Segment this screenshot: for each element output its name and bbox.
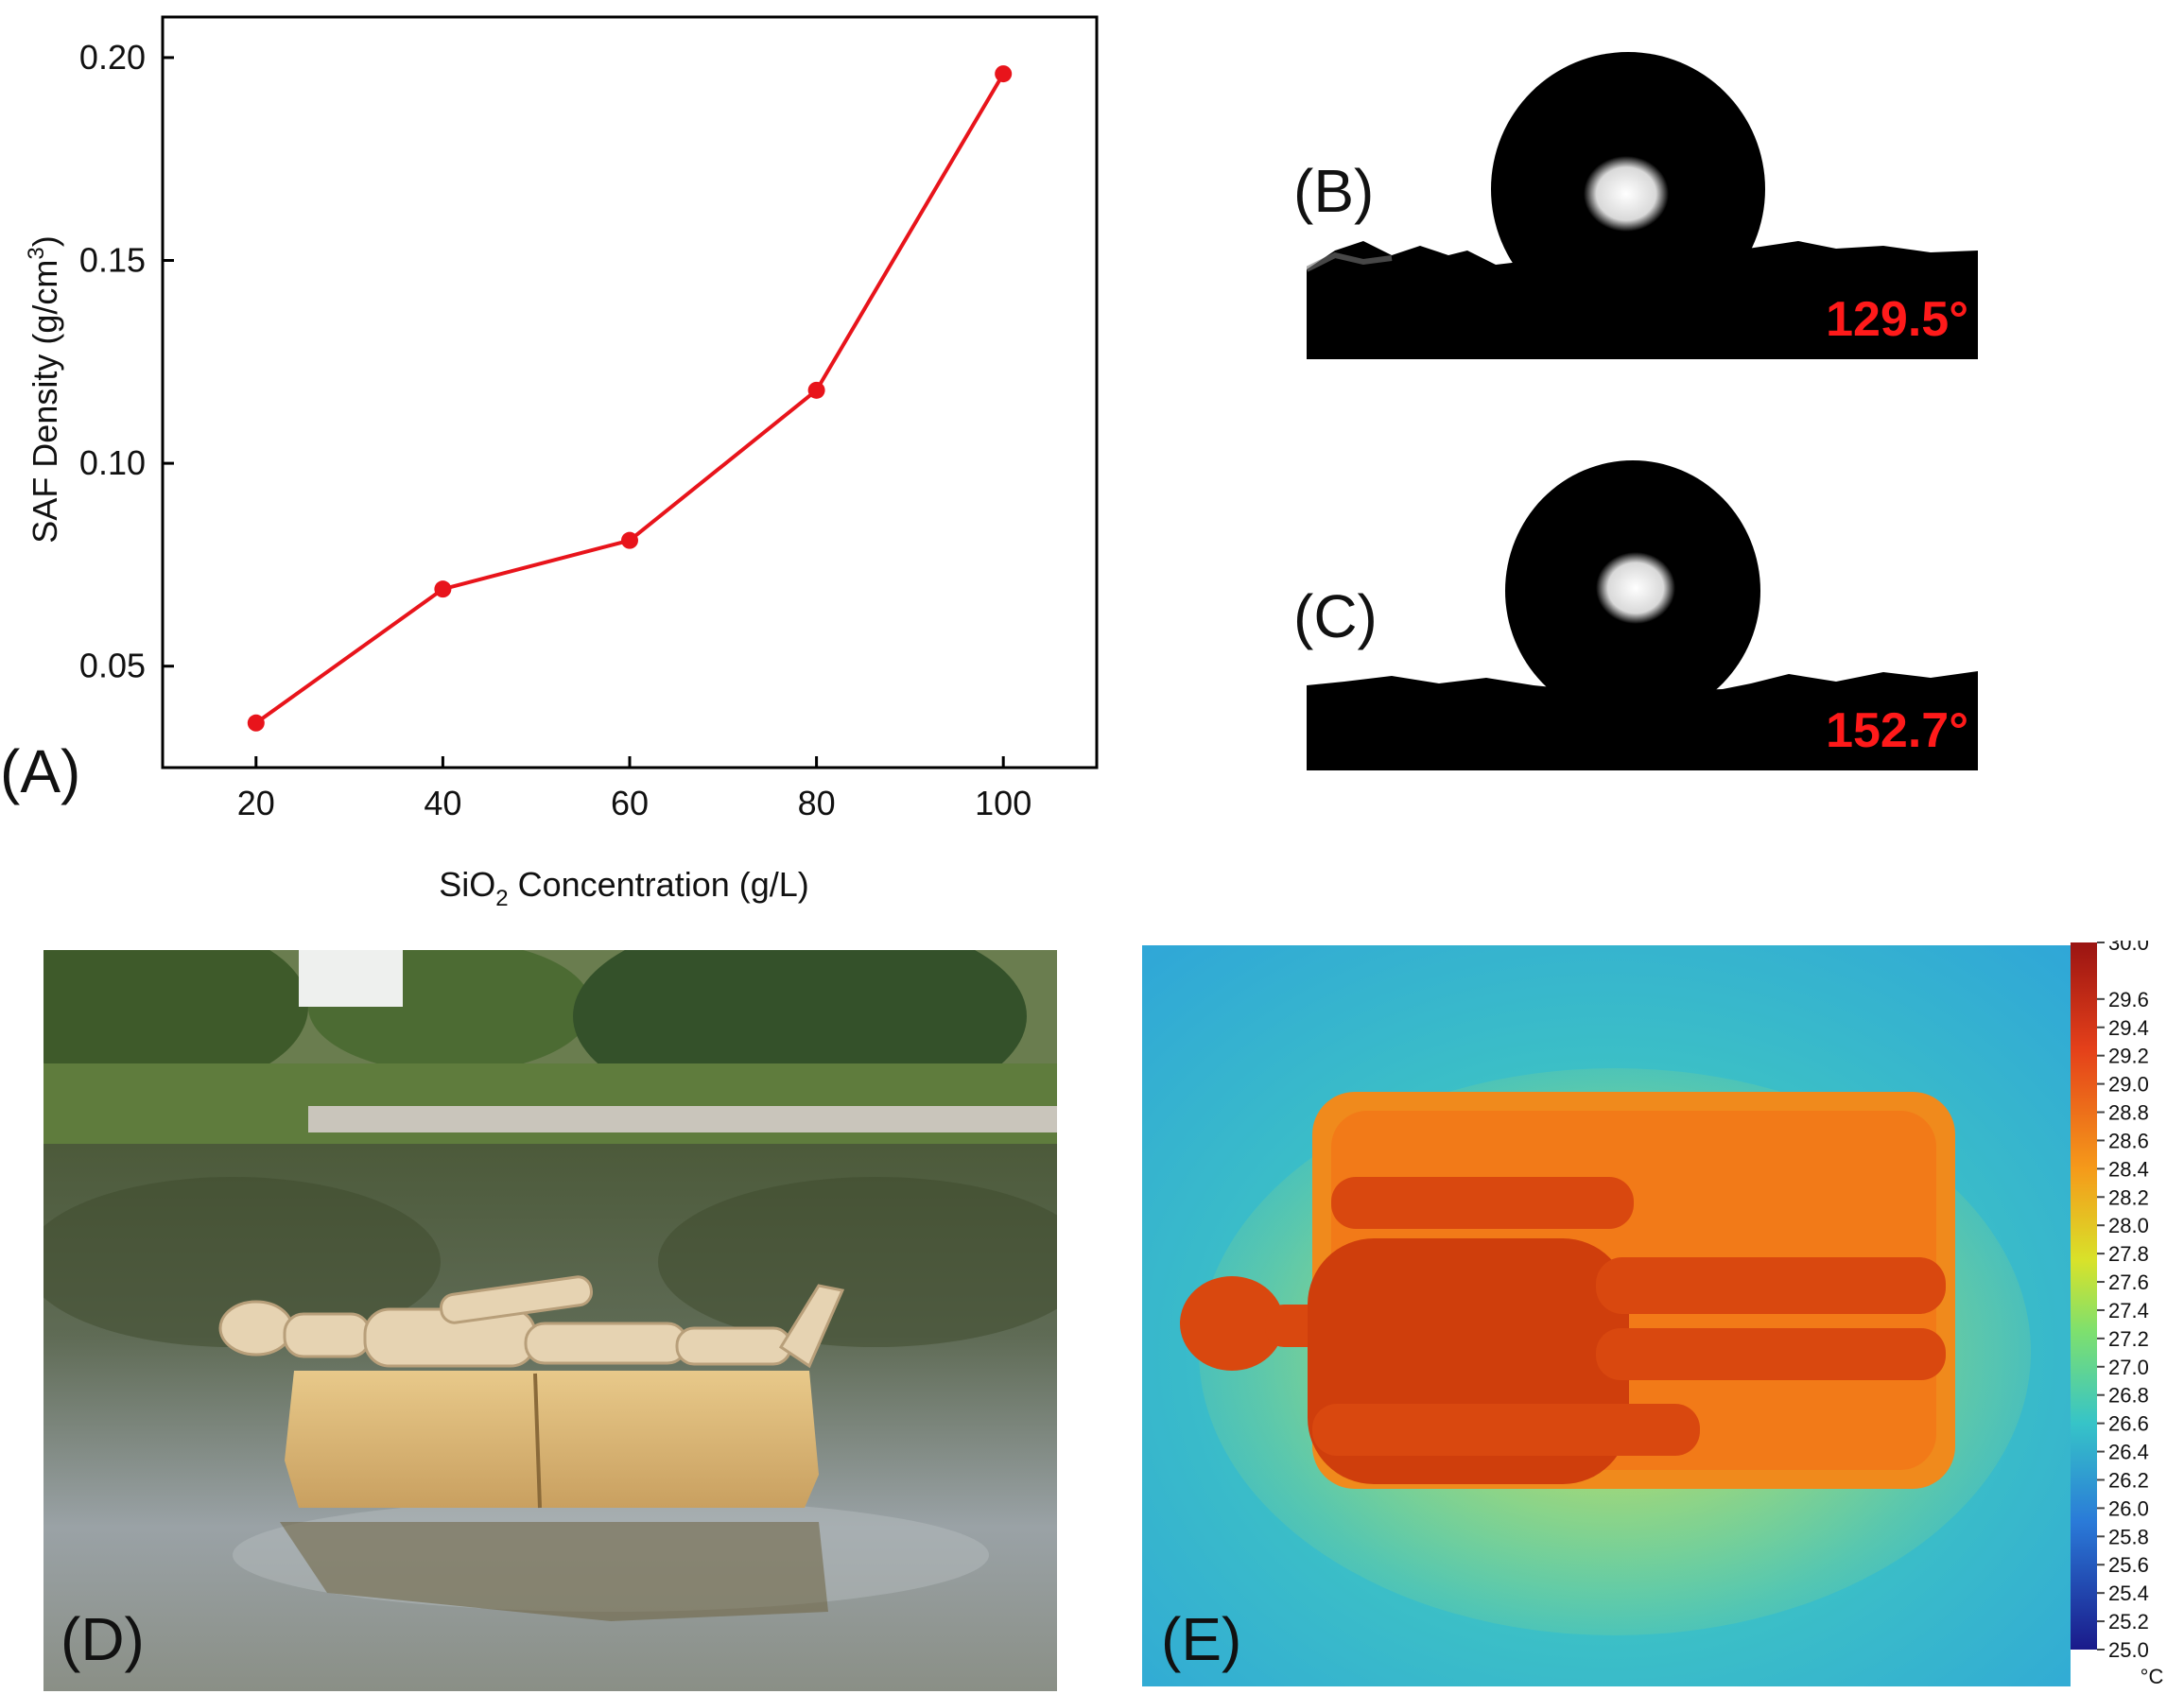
colorbar-tick-label: 28.6 <box>2108 1129 2149 1152</box>
x-tick-label: 20 <box>237 784 275 822</box>
colorbar-tick-label: 28.4 <box>2108 1157 2149 1181</box>
x-tick-label: 40 <box>424 784 461 822</box>
floating-aerogel-photo <box>43 950 1057 1691</box>
data-point <box>621 531 638 549</box>
colorbar-tick-label: 26.2 <box>2108 1468 2149 1492</box>
data-point <box>807 381 825 399</box>
colorbar-tick-label: 25.2 <box>2108 1610 2149 1634</box>
colorbar-tick-label: 29.4 <box>2108 1016 2149 1040</box>
x-tick-label: 100 <box>975 784 1031 822</box>
temperature-colorbar: 30.0 29.6 29.4 29.2 29.0 28.8 28.6 28.4 28.2 28.0… <box>2071 941 2164 1688</box>
wooden-figure <box>218 1275 845 1369</box>
contact-angle-image-c: 152.7° <box>1307 460 1978 770</box>
thermal-image <box>1142 945 2071 1686</box>
data-point <box>434 580 452 598</box>
y-tick-label: 0.15 <box>79 241 146 280</box>
colorbar-tick-label: 25.0 <box>2108 1638 2149 1662</box>
plot-frame <box>161 15 1099 769</box>
colorbar-tick-label: 27.6 <box>2108 1270 2149 1294</box>
panel-label-a: (A) <box>0 737 81 805</box>
contact-angle-value-c: 152.7° <box>1826 703 1968 758</box>
data-point <box>995 65 1013 83</box>
y-tick-label: 0.20 <box>79 38 146 77</box>
x-tick-label: 60 <box>611 784 649 822</box>
colorbar-tick-label: 27.0 <box>2108 1356 2149 1379</box>
colorbar-tick-label: 27.4 <box>2108 1299 2149 1322</box>
colorbar-tick-label: 29.2 <box>2108 1045 2149 1068</box>
colorbar-tick-label: 28.2 <box>2108 1185 2149 1209</box>
colorbar-tick-label: 25.4 <box>2108 1582 2149 1605</box>
hot-figure <box>1180 1177 1946 1484</box>
colorbar-tick-label: 30.0 <box>2108 941 2149 955</box>
panel-label-c: (C) <box>1293 582 1378 650</box>
y-axis-label: SAF Density (g/cm3) <box>24 235 64 543</box>
panel-label-d: (D) <box>61 1605 145 1673</box>
aerogel-block <box>285 1371 819 1508</box>
colorbar-tick-label: 26.6 <box>2108 1412 2149 1436</box>
y-tick-label: 0.10 <box>79 443 146 482</box>
x-tick-label: 80 <box>798 784 836 822</box>
y-tick-label: 0.05 <box>79 647 146 685</box>
colorbar-tick-label: 26.0 <box>2108 1496 2149 1520</box>
colorbar-tick-label: 27.2 <box>2108 1327 2149 1351</box>
colorbar-tick-label: 25.8 <box>2108 1525 2149 1548</box>
colorbar-tick-label: 26.4 <box>2108 1441 2149 1464</box>
density-series-line <box>254 73 1005 725</box>
x-axis-label: SiO2 Concentration (g/L) <box>439 865 809 911</box>
colorbar-tick-label: 26.8 <box>2108 1384 2149 1408</box>
colorbar-tick-label: 27.8 <box>2108 1242 2149 1266</box>
contact-angle-image-b: 129.5° <box>1307 52 1978 359</box>
colorbar-tick-label: 28.8 <box>2108 1101 2149 1125</box>
panel-label-b: (B) <box>1293 157 1375 225</box>
colorbar-tick-label: 29.0 <box>2108 1073 2149 1097</box>
data-point <box>247 714 265 732</box>
density-chart: 0.05 0.10 0.15 0.20 20 40 60 80 100 SAF Density … <box>24 15 1099 911</box>
colorbar-tick-label: 28.0 <box>2108 1214 2149 1237</box>
colorbar-unit: °C <box>2141 1665 2164 1688</box>
colorbar-tick-label: 25.6 <box>2108 1553 2149 1577</box>
contact-angle-value-b: 129.5° <box>1826 292 1968 347</box>
colorbar-gradient <box>2071 942 2097 1650</box>
colorbar-tick-label: 29.6 <box>2108 988 2149 1011</box>
panel-label-e: (E) <box>1161 1605 1242 1673</box>
